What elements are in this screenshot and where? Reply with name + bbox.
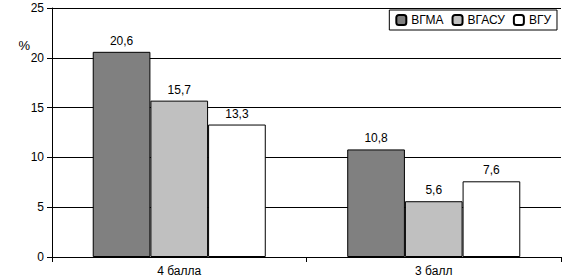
svg-text:7,6: 7,6	[483, 163, 500, 177]
svg-text:10: 10	[31, 150, 45, 164]
svg-text:5: 5	[37, 200, 44, 214]
svg-text:ВГУ: ВГУ	[529, 13, 552, 27]
svg-text:20,6: 20,6	[110, 34, 134, 48]
svg-text:4 балла: 4 балла	[157, 264, 201, 277]
svg-text:ВГАСУ: ВГАСУ	[468, 13, 506, 27]
svg-text:10,8: 10,8	[364, 131, 388, 145]
svg-text:ВГМА: ВГМА	[411, 13, 443, 27]
svg-text:25: 25	[31, 1, 45, 15]
svg-text:5,6: 5,6	[425, 183, 442, 197]
svg-text:%: %	[18, 38, 30, 53]
svg-text:0: 0	[37, 250, 44, 264]
svg-text:3 балл: 3 балл	[415, 264, 452, 277]
svg-text:15,7: 15,7	[168, 83, 192, 97]
svg-text:15: 15	[31, 101, 45, 115]
svg-text:13,3: 13,3	[225, 107, 249, 121]
svg-text:20: 20	[31, 51, 45, 65]
